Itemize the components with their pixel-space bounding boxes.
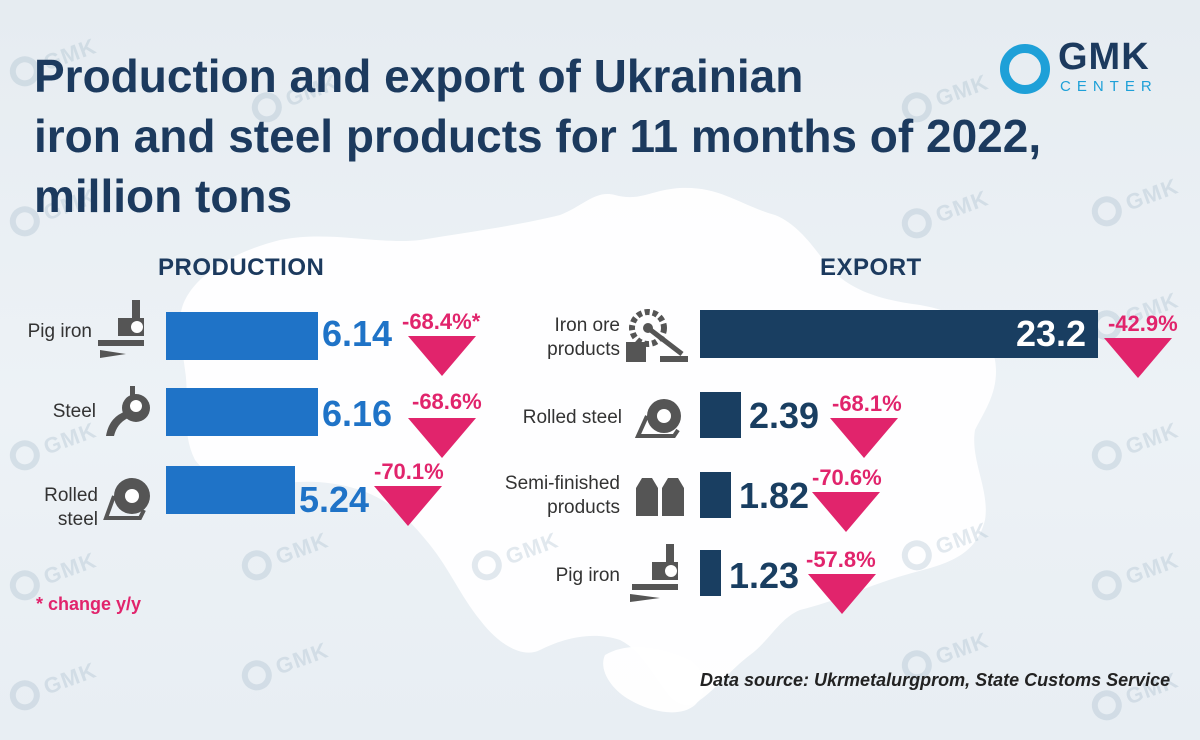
rolled-steel-coil-icon xyxy=(103,478,150,520)
decline-arrow-icon xyxy=(408,418,476,458)
change-label: -68.1% xyxy=(832,391,902,416)
category-label: Pig iron xyxy=(27,321,92,342)
export-heading: EXPORT xyxy=(820,254,922,281)
decline-arrow-icon xyxy=(1104,338,1172,378)
bar xyxy=(166,466,295,514)
title-line: iron and steel products for 11 months of… xyxy=(34,110,1042,162)
value-label: 6.16 xyxy=(322,393,393,434)
decline-arrow-icon xyxy=(812,492,880,532)
category-label: Pig iron xyxy=(555,565,620,586)
pig-iron-icon xyxy=(98,300,144,358)
value-label: 2.39 xyxy=(749,395,820,436)
title-line: Production and export of Ukrainian xyxy=(34,50,804,102)
iron-ore-excavator-icon xyxy=(626,309,688,362)
chart-title: Production and export of Ukrainian iron … xyxy=(34,46,1154,226)
footnote: * change y/y xyxy=(36,594,142,614)
value-label: 5.24 xyxy=(299,479,370,520)
change-label: -70.1% xyxy=(374,459,444,484)
bar xyxy=(700,392,741,438)
rolled-steel-coil-icon xyxy=(634,399,681,438)
category-label: Semi-finished products xyxy=(504,473,620,518)
decline-arrow-icon xyxy=(374,486,442,526)
category-label: Iron ore products xyxy=(520,314,620,362)
change-label: -57.8% xyxy=(806,547,876,572)
bar xyxy=(700,472,731,518)
change-label: -68.6% xyxy=(412,389,482,414)
bar xyxy=(700,310,1098,358)
bar xyxy=(700,550,721,596)
change-label: -42.9% xyxy=(1108,311,1178,336)
decline-arrow-icon xyxy=(408,336,476,376)
logo-name: GMK xyxy=(1058,36,1150,78)
semi-finished-blocks-icon xyxy=(636,478,684,516)
pig-iron-icon xyxy=(630,544,678,602)
category-label: Rolled steel xyxy=(44,485,98,530)
decline-arrow-icon xyxy=(830,418,898,458)
value-label: 1.23 xyxy=(729,555,800,596)
bar xyxy=(166,388,318,436)
change-label: -68.4%* xyxy=(402,309,481,334)
production-heading: PRODUCTION xyxy=(158,254,325,281)
logo-ring-icon xyxy=(1000,44,1050,94)
steel-ladle-icon xyxy=(106,386,150,436)
change-label: -70.6% xyxy=(812,465,882,490)
value-label: 6.14 xyxy=(322,313,393,354)
category-label: Steel xyxy=(52,401,96,422)
category-label-text: Iron ore products xyxy=(547,315,620,360)
category-label: Rolled steel xyxy=(522,407,622,428)
logo-sub: CENTER xyxy=(1060,78,1158,95)
value-label: 1.82 xyxy=(739,475,810,516)
bar xyxy=(166,312,318,360)
value-label: 23.2 xyxy=(1016,313,1087,354)
decline-arrow-icon xyxy=(808,574,876,614)
gmk-center-logo: GMK CENTER xyxy=(1000,36,1170,100)
title-line: million tons xyxy=(34,170,293,222)
data-source: Data source: Ukrmetalurgprom, State Cust… xyxy=(700,670,1171,690)
